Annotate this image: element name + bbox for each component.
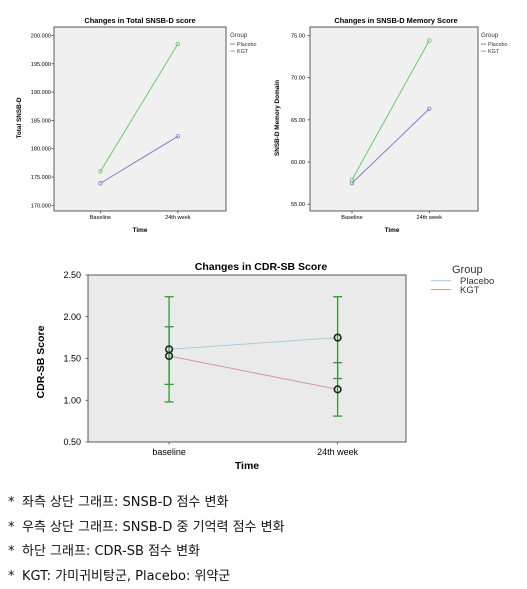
- chart-2: Changes in SNSB-D Memory Score 55.00 60.00…: [274, 16, 507, 234]
- y-axis-label: CDR-SB Score: [35, 325, 47, 398]
- y-tick-label: 65.00: [291, 118, 305, 124]
- chart-3: Changes in CDR-SB Score 0.50 1.00 1.50 2.00 2…: [35, 261, 494, 472]
- x-tick-label: Baseline: [90, 215, 111, 221]
- y-tick-label: 185.000: [31, 118, 51, 124]
- y-tick-label: 170.000: [31, 203, 51, 209]
- legend-item-label: KGT: [488, 49, 500, 55]
- data-point: [333, 333, 342, 342]
- legend-item-label: Placebo: [237, 42, 256, 48]
- series-line-placebo: [100, 135, 179, 184]
- footnote-item: * 좌측 상단 그래프: SNSB-D 점수 변화: [8, 495, 229, 510]
- footnote-item: * 하단 그래프: CDR-SB 점수 변화: [8, 544, 201, 559]
- plot-area: [87, 274, 407, 443]
- series-line-kgt: [100, 43, 179, 172]
- chart-title: Changes in SNSB-D Memory Score: [334, 16, 457, 25]
- data-point: [175, 134, 181, 139]
- y-tick-label: 70.00: [291, 76, 305, 82]
- data-point: [427, 38, 432, 43]
- x-axis-label: Time: [385, 227, 400, 234]
- y-tick-label: 180.000: [31, 147, 51, 153]
- y-tick-label: 1.50: [63, 354, 81, 364]
- footnote-item: * 우측 상단 그래프: SNSB-D 중 기억력 점수 변화: [8, 519, 285, 535]
- data-point: [98, 169, 103, 174]
- figure-panel: Changes in Total SNSB-D score 170.000 175.…: [16, 16, 507, 472]
- x-axis-label: Time: [235, 460, 259, 472]
- series-line-placebo: [351, 108, 430, 184]
- plot-area: [53, 26, 227, 212]
- x-tick-label: 24th week: [317, 447, 359, 457]
- y-axis-label: SNSB-D Memory Domain: [274, 80, 281, 156]
- y-tick-label: 0.50: [63, 437, 81, 447]
- y-axis-label: Total SNSB-D: [16, 97, 23, 138]
- data-point: [175, 41, 181, 47]
- x-tick-label: 24th week: [165, 215, 191, 221]
- x-tick-label: baseline: [152, 447, 186, 457]
- data-point: [98, 181, 103, 186]
- y-tick-label: 195.000: [31, 62, 51, 68]
- legend-title: Group: [452, 264, 483, 276]
- y-tick-label: 55.00: [291, 202, 305, 208]
- legend-item-label: KGT: [237, 49, 249, 55]
- legend-title: Group: [230, 32, 248, 39]
- y-tick-label: 190.000: [31, 90, 51, 96]
- chart-title: Changes in CDR-SB Score: [195, 261, 328, 273]
- x-axis-label: Time: [133, 227, 148, 234]
- x-tick-label: 24th week: [417, 215, 443, 221]
- y-tick-label: 60.00: [291, 160, 305, 166]
- legend-item-label: Placebo: [460, 276, 494, 287]
- series-line-kgt: [351, 40, 430, 181]
- footnote-item: * KGT: 가미귀비탕군, Placebo: 위약군: [8, 568, 231, 584]
- series-line-placebo: [169, 337, 338, 350]
- y-tick-label: 175.000: [31, 175, 51, 181]
- footnotes: * 좌측 상단 그래프: SNSB-D 점수 변화 * 우측 상단 그래프: SNS…: [8, 491, 285, 589]
- data-point: [349, 177, 355, 182]
- data-point: [333, 385, 342, 394]
- chart-1: Changes in Total SNSB-D score 170.000 175.…: [16, 16, 256, 234]
- y-tick-label: 2.50: [63, 270, 81, 280]
- x-tick-label: Baseline: [341, 215, 362, 221]
- legend-title: Group: [481, 32, 499, 39]
- plot-area: [309, 26, 479, 212]
- data-point: [164, 351, 174, 361]
- series-line-kgt: [168, 355, 338, 390]
- legend-item-label: Placebo: [488, 42, 507, 48]
- y-tick-label: 2.00: [63, 312, 81, 322]
- legend-item-label: KGT: [460, 285, 480, 296]
- y-tick-label: 75.00: [291, 33, 305, 39]
- chart-title: Changes in Total SNSB-D score: [84, 16, 195, 25]
- y-tick-label: 200.000: [31, 33, 51, 39]
- data-point: [427, 106, 432, 112]
- y-tick-label: 1.00: [63, 395, 81, 405]
